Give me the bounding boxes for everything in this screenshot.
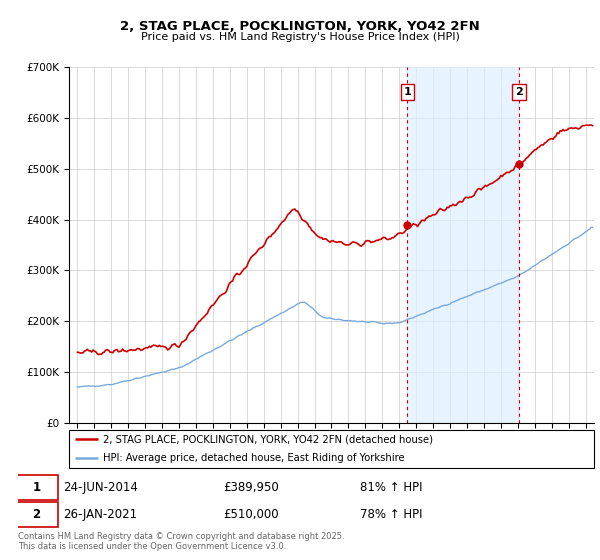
Bar (407, 67, 519, 423)
Text: £510,000: £510,000 (223, 508, 279, 521)
Text: 24-JUN-2014: 24-JUN-2014 (64, 480, 139, 494)
Text: 2: 2 (515, 87, 523, 97)
Text: 81% ↑ HPI: 81% ↑ HPI (360, 480, 422, 494)
FancyBboxPatch shape (15, 475, 58, 500)
Text: 2: 2 (32, 508, 41, 521)
Text: 2, STAG PLACE, POCKLINGTON, YORK, YO42 2FN: 2, STAG PLACE, POCKLINGTON, YORK, YO42 2… (120, 20, 480, 32)
Text: 26-JAN-2021: 26-JAN-2021 (64, 508, 138, 521)
Text: £389,950: £389,950 (223, 480, 279, 494)
Text: 1: 1 (403, 87, 411, 97)
Text: 78% ↑ HPI: 78% ↑ HPI (360, 508, 422, 521)
FancyBboxPatch shape (15, 502, 58, 527)
Text: Contains HM Land Registry data © Crown copyright and database right 2025.
This d: Contains HM Land Registry data © Crown c… (18, 532, 344, 552)
Text: 2, STAG PLACE, POCKLINGTON, YORK, YO42 2FN (detached house): 2, STAG PLACE, POCKLINGTON, YORK, YO42 2… (103, 434, 433, 444)
Text: Price paid vs. HM Land Registry's House Price Index (HPI): Price paid vs. HM Land Registry's House … (140, 32, 460, 43)
Text: HPI: Average price, detached house, East Riding of Yorkshire: HPI: Average price, detached house, East… (103, 453, 405, 463)
Text: 1: 1 (32, 480, 41, 494)
